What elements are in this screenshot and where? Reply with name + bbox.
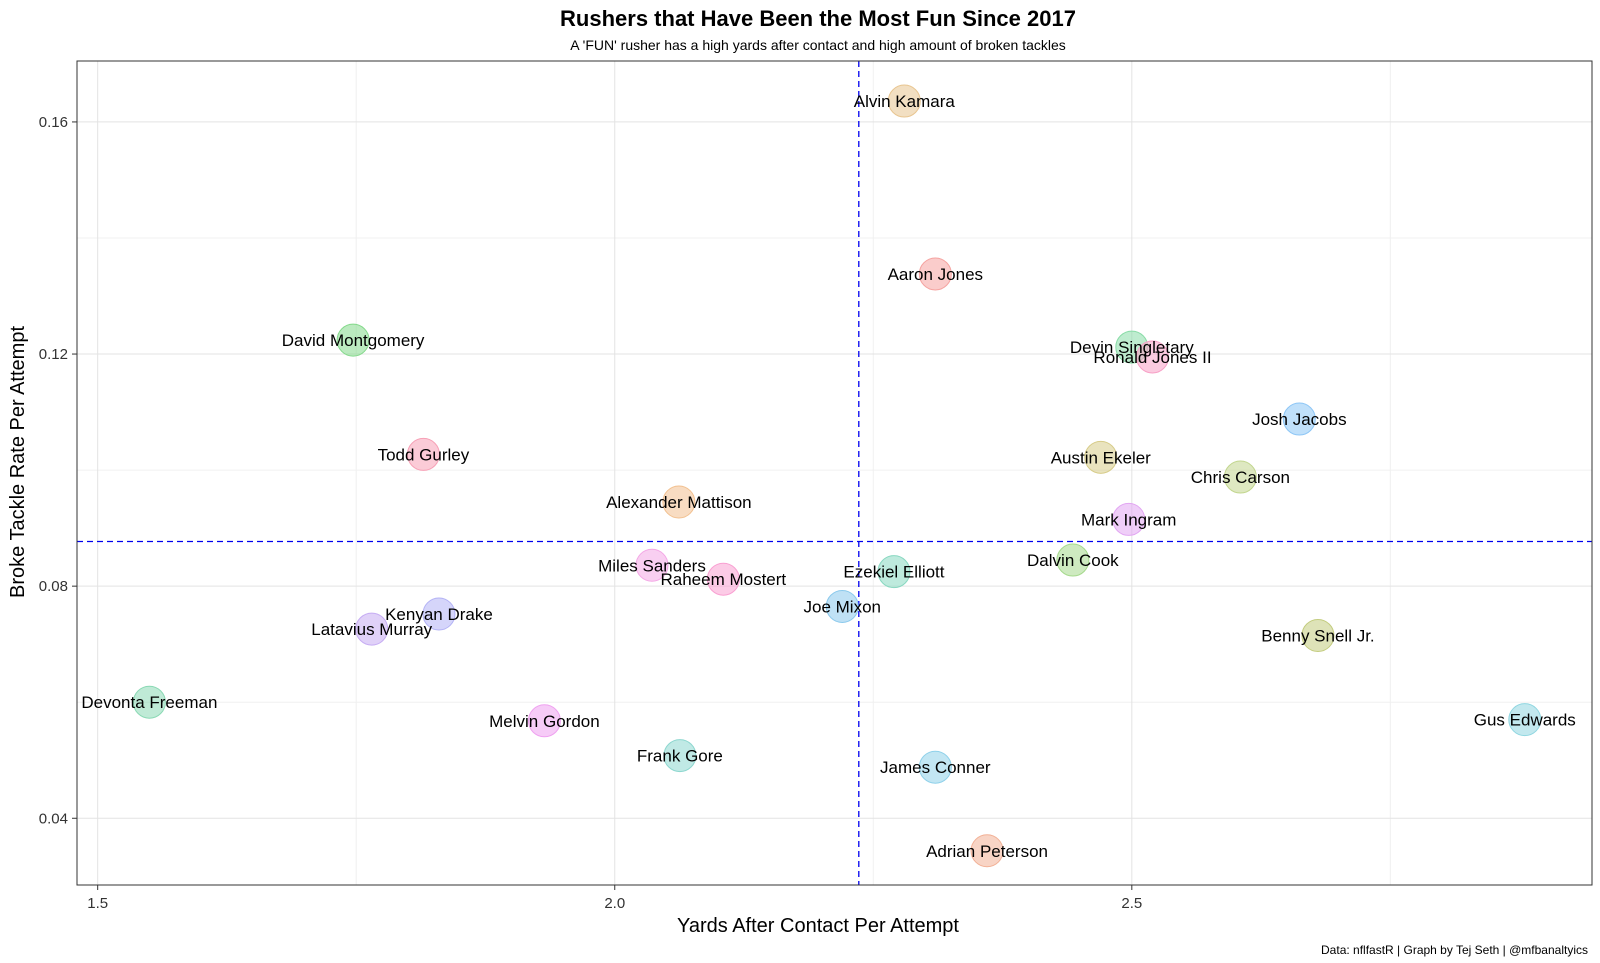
point-label: Devonta Freeman — [81, 693, 217, 712]
point-label: Devin Singletary — [1070, 338, 1194, 357]
data-point — [918, 750, 952, 784]
point-labels: Alvin Kamara Aaron Jones David Montgomery D… — [81, 92, 1575, 861]
data-point — [1112, 502, 1146, 536]
data-point — [663, 739, 697, 773]
data-point — [877, 555, 911, 589]
chart-subtitle: A 'FUN' rusher has a high yards after co… — [570, 37, 1066, 53]
point-label: James Conner — [880, 758, 991, 777]
data-point — [1223, 460, 1257, 494]
data-points — [132, 84, 1542, 868]
data-point — [355, 612, 389, 646]
point-label: Dalvin Cook — [1027, 551, 1119, 570]
y-tick-label: 0.04 — [39, 810, 68, 827]
point-label: Joe Mixon — [804, 597, 881, 616]
data-point — [1135, 340, 1169, 374]
point-label: Raheem Mostert — [660, 570, 786, 589]
data-point — [825, 589, 859, 623]
point-label: Austin Ekeler — [1051, 448, 1151, 467]
point-label: Melvin Gordon — [489, 712, 600, 731]
point-label: Frank Gore — [637, 747, 723, 766]
y-tick-label: 0.12 — [39, 346, 68, 363]
data-point — [1508, 703, 1542, 737]
data-point — [527, 704, 561, 738]
data-point — [1084, 440, 1118, 474]
data-point — [1056, 543, 1090, 577]
point-label: David Montgomery — [282, 331, 425, 350]
point-label: Miles Sanders — [598, 556, 706, 575]
point-label: Josh Jacobs — [1252, 410, 1347, 429]
y-axis-title: Broke Tackle Rate Per Attempt — [7, 326, 29, 598]
x-axis-title: Yards After Contact Per Attempt — [677, 915, 959, 937]
point-label: Kenyan Drake — [385, 605, 493, 624]
data-point — [662, 485, 696, 519]
data-point — [336, 323, 370, 357]
point-label: Latavius Murray — [311, 620, 432, 639]
data-point — [406, 437, 440, 471]
data-point — [422, 597, 456, 631]
data-point — [1301, 618, 1335, 652]
chart-caption: Data: nflfastR | Graph by Tej Seth | @mf… — [1321, 943, 1588, 957]
y-tick-label: 0.08 — [39, 578, 68, 595]
point-label: Alexander Mattison — [606, 493, 752, 512]
reference-lines — [77, 61, 1592, 885]
point-label: Ezekiel Elliott — [843, 563, 944, 582]
major-gridlines — [77, 61, 1592, 885]
data-point — [706, 562, 740, 596]
data-point — [918, 257, 952, 291]
point-label: Alvin Kamara — [854, 92, 956, 111]
x-tick-label: 1.5 — [87, 895, 108, 912]
minor-gridlines — [77, 61, 1592, 885]
y-tick-label: 0.16 — [39, 114, 68, 131]
x-tick-label: 2.0 — [604, 895, 625, 912]
point-label: Mark Ingram — [1081, 510, 1176, 529]
point-label: Chris Carson — [1191, 468, 1290, 487]
data-point — [1282, 402, 1316, 436]
data-point — [635, 548, 669, 582]
point-label: Gus Edwards — [1474, 711, 1576, 730]
point-label: Adrian Peterson — [926, 842, 1048, 861]
data-point — [970, 834, 1004, 868]
point-label: Todd Gurley — [378, 445, 470, 464]
point-label: Benny Snell Jr. — [1261, 626, 1374, 645]
x-tick-label: 2.5 — [1121, 895, 1142, 912]
plot-panel-border — [76, 60, 1593, 886]
axis-ticks: 1.5 2.0 2.5 0.04 0.08 0.12 0.16 — [39, 114, 1142, 912]
data-point — [132, 685, 166, 719]
point-label: Ronald Jones II — [1093, 348, 1211, 367]
point-label: Aaron Jones — [888, 265, 983, 284]
data-point — [887, 84, 921, 118]
chart-title: Rushers that Have Been the Most Fun Sinc… — [560, 6, 1076, 31]
